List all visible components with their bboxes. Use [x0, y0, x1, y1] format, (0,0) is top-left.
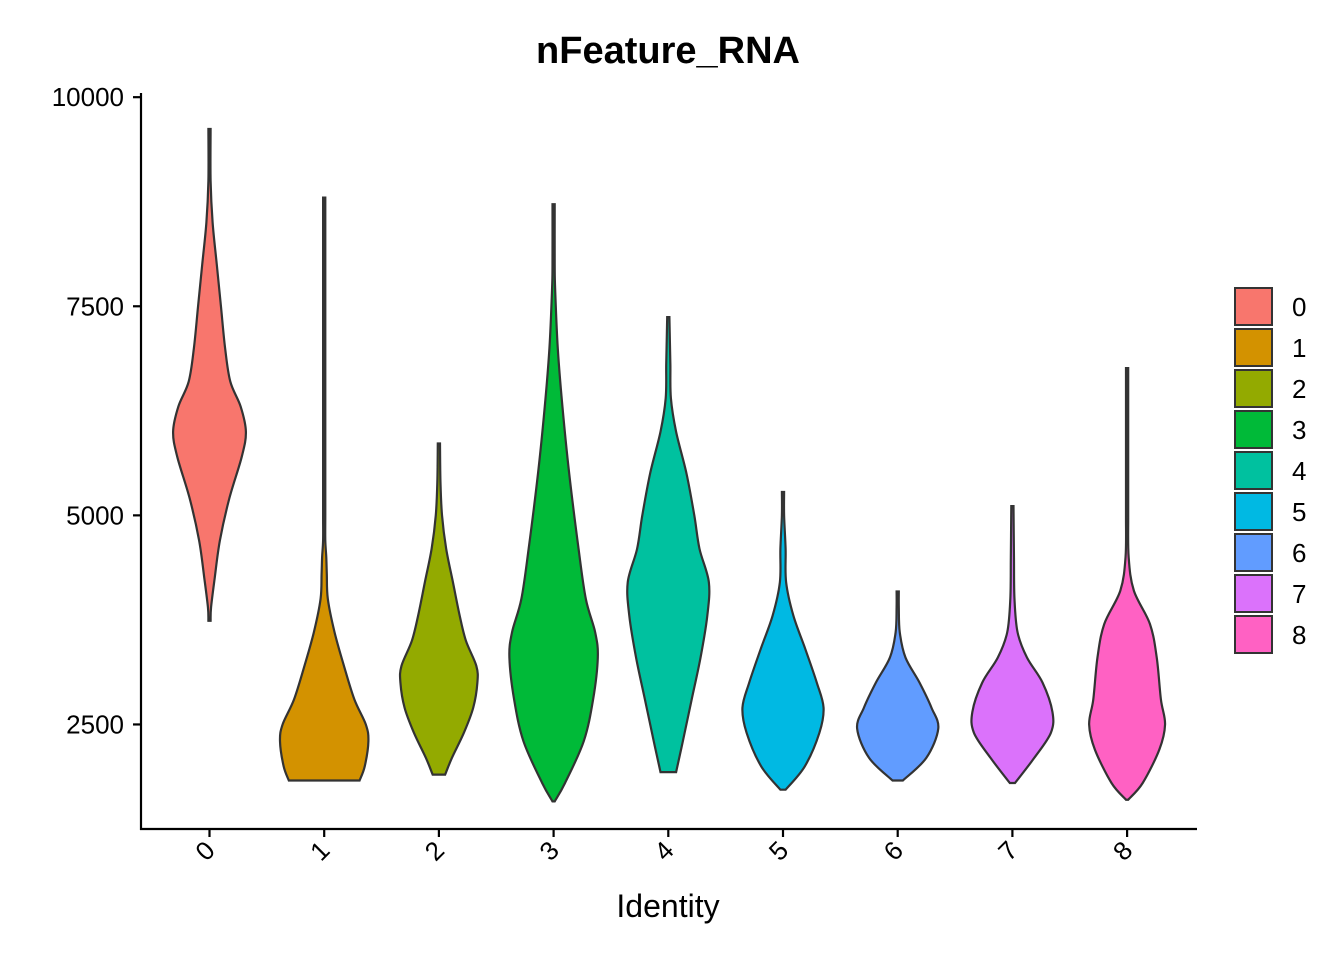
y-axis-ticks: 2500 5000 7500 10000	[52, 82, 141, 739]
violin-3	[508, 203, 599, 803]
y-tick-label: 7500	[66, 291, 124, 321]
x-axis-title: Identity	[616, 888, 719, 924]
y-tick-label: 10000	[52, 82, 124, 112]
x-tick-label: 8	[1107, 835, 1138, 866]
x-tick-label: 2	[419, 835, 450, 866]
legend-label-6: 6	[1292, 538, 1306, 568]
legend: 0 1 2 3 4 5 6 7 8	[1234, 287, 1306, 654]
violin-2	[398, 442, 479, 776]
violins-group	[171, 127, 1167, 803]
x-tick-label: 0	[189, 835, 220, 866]
x-tick-label: 3	[533, 835, 564, 866]
legend-label-3: 3	[1292, 415, 1306, 445]
violin-1	[278, 196, 370, 782]
legend-swatch-0	[1234, 287, 1273, 326]
x-axis-ticks: 0 1 2 3 4 5 6 7 8	[189, 829, 1138, 866]
chart-title: nFeature_RNA	[536, 30, 800, 72]
legend-swatch-6	[1234, 533, 1273, 572]
legend-label-2: 2	[1292, 374, 1306, 404]
x-tick-label: 6	[877, 835, 908, 866]
legend-swatch-1	[1234, 328, 1273, 367]
legend-label-7: 7	[1292, 579, 1306, 609]
legend-swatch-3	[1234, 410, 1273, 449]
violin-8	[1088, 367, 1167, 801]
x-tick-label: 1	[304, 835, 335, 866]
legend-swatch-7	[1234, 574, 1273, 613]
y-tick-label: 2500	[66, 709, 124, 739]
legend-swatch-4	[1234, 451, 1273, 490]
legend-swatch-2	[1234, 369, 1273, 408]
x-tick-label: 7	[992, 835, 1023, 866]
x-tick-label: 5	[763, 835, 794, 866]
legend-label-0: 0	[1292, 292, 1306, 322]
legend-swatch-5	[1234, 492, 1273, 531]
violin-7	[970, 505, 1055, 785]
violin-5	[741, 490, 825, 791]
x-tick-label: 4	[648, 835, 679, 866]
violin-0	[171, 127, 248, 622]
violin-6	[855, 590, 940, 782]
legend-label-5: 5	[1292, 497, 1306, 527]
y-tick-label: 5000	[66, 500, 124, 530]
legend-swatch-8	[1234, 615, 1273, 654]
violin-4	[626, 316, 711, 774]
legend-label-4: 4	[1292, 456, 1306, 486]
legend-label-8: 8	[1292, 620, 1306, 650]
legend-label-1: 1	[1292, 333, 1306, 363]
